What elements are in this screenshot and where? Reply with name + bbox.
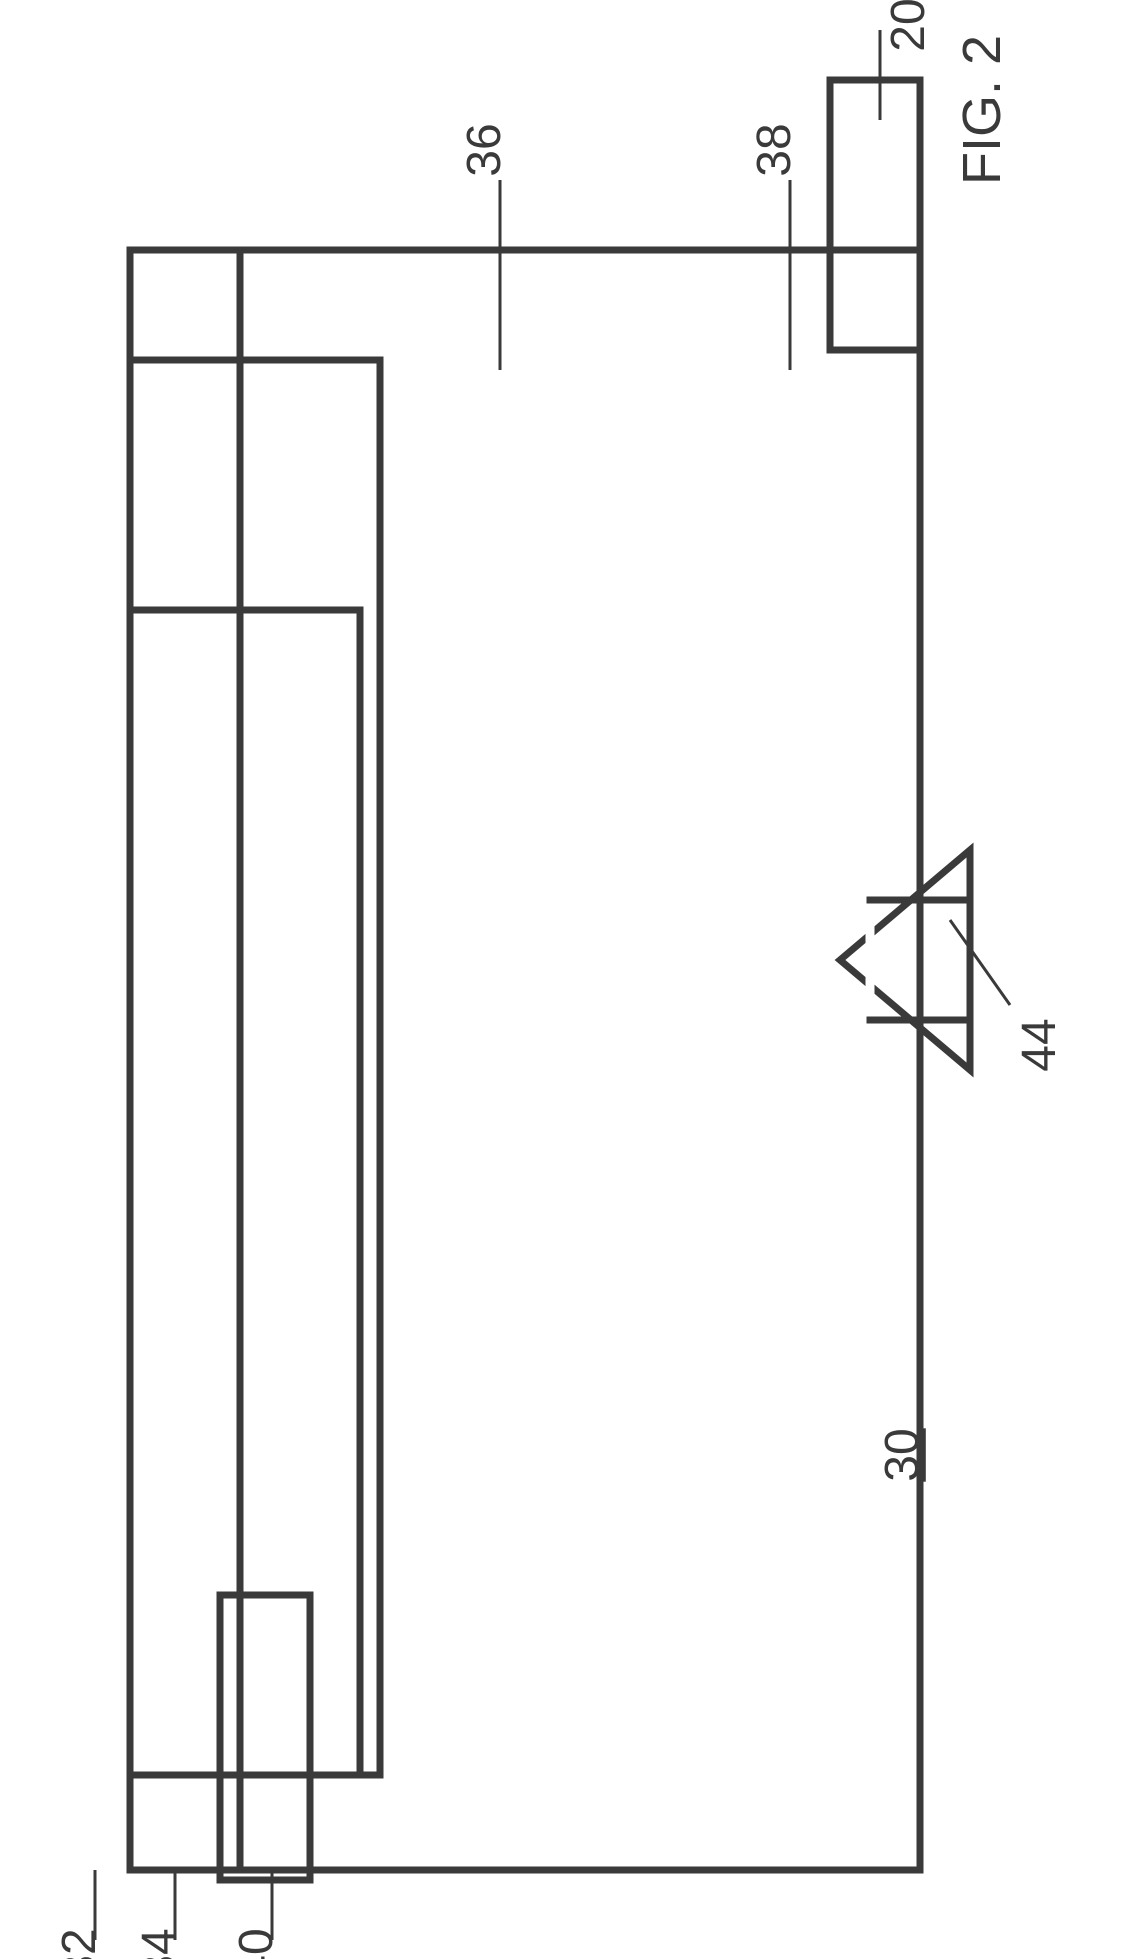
ref-32: 32 [53,1928,106,1959]
ref-20: 20 [882,0,935,52]
ref-30: 30 [876,1428,929,1481]
ref-34: 34 [133,1928,186,1959]
arrow-44-head [840,850,970,1070]
ref-40: 40 [230,1928,283,1959]
figure-title: FIG. 2 [952,35,1012,185]
layer-36 [130,360,380,1775]
block-40 [220,1595,310,1880]
ref-36: 36 [458,123,511,176]
layer-38 [130,610,360,1775]
leader-44 [950,920,1010,1005]
block-20 [830,80,920,350]
ref-44: 44 [1013,1018,1066,1071]
ref-38: 38 [748,123,801,176]
layer-32-substrate [130,250,920,1870]
